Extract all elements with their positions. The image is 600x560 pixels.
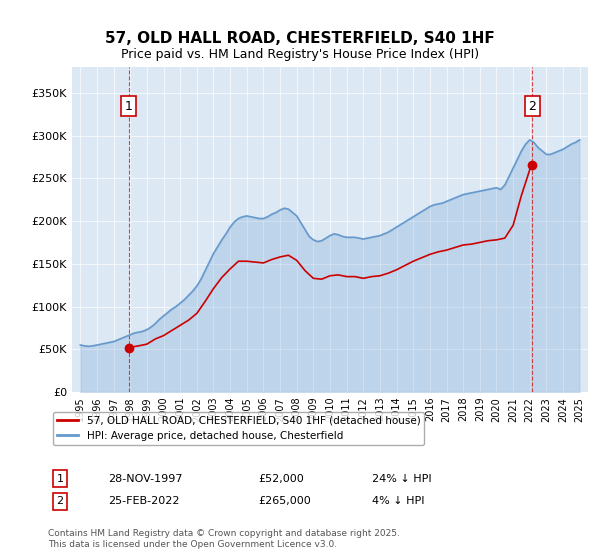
Text: 2: 2 [56,496,64,506]
Text: Price paid vs. HM Land Registry's House Price Index (HPI): Price paid vs. HM Land Registry's House … [121,48,479,60]
Legend: 57, OLD HALL ROAD, CHESTERFIELD, S40 1HF (detached house), HPI: Average price, d: 57, OLD HALL ROAD, CHESTERFIELD, S40 1HF… [53,412,424,445]
Text: 1: 1 [56,474,64,484]
Text: 25-FEB-2022: 25-FEB-2022 [108,496,179,506]
Text: 28-NOV-1997: 28-NOV-1997 [108,474,182,484]
Text: 24% ↓ HPI: 24% ↓ HPI [372,474,431,484]
Text: 57, OLD HALL ROAD, CHESTERFIELD, S40 1HF: 57, OLD HALL ROAD, CHESTERFIELD, S40 1HF [105,31,495,46]
Text: Contains HM Land Registry data © Crown copyright and database right 2025.
This d: Contains HM Land Registry data © Crown c… [48,529,400,549]
Text: £265,000: £265,000 [258,496,311,506]
Text: £52,000: £52,000 [258,474,304,484]
Text: 4% ↓ HPI: 4% ↓ HPI [372,496,425,506]
Text: 2: 2 [529,100,536,113]
Text: 1: 1 [125,100,133,113]
